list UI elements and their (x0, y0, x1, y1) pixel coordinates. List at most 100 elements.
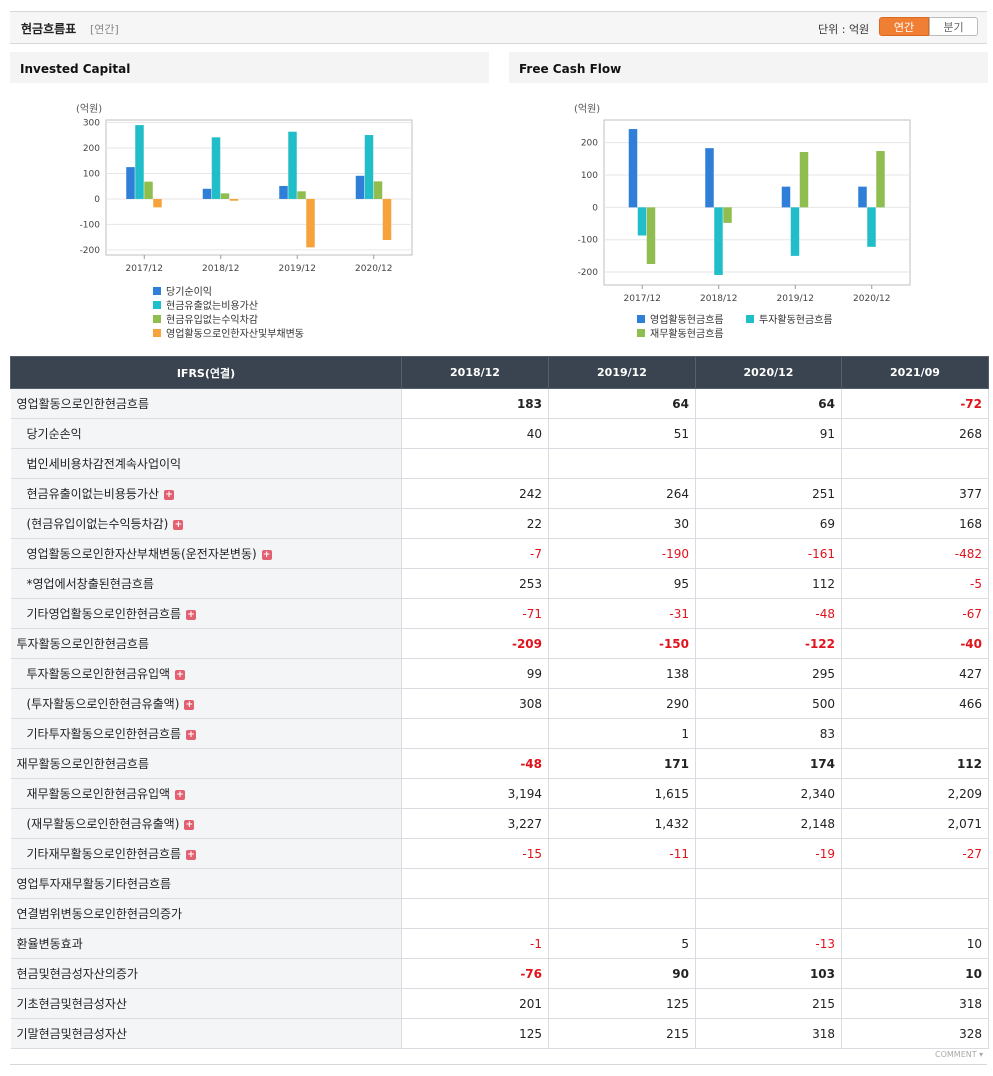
row-label-cell[interactable]: 기타투자활동으로인한현금흐름 + (10, 718, 402, 749)
value-cell: 171 (548, 748, 696, 779)
y-tick-label: 300 (83, 119, 100, 129)
row-label: 연결범위변동으로인한현금의증가 (16, 907, 183, 921)
bar (382, 198, 392, 240)
row-label-cell[interactable]: 현금유출이없는비용등가산 + (10, 478, 402, 509)
value-cell: -48 (695, 598, 842, 629)
value-cell: 308 (401, 688, 549, 719)
row-label-cell[interactable]: 영업활동으로인한자산부채변동(운전자본변동) + (10, 538, 402, 569)
table-row: 현금유출이없는비용등가산 +242 264 251 377 (10, 478, 989, 509)
value-cell: 95 (548, 568, 696, 599)
expand-plus-icon[interactable]: + (186, 729, 197, 740)
value-cell: -48 (401, 748, 549, 779)
table-row: 영업활동으로인한현금흐름 183 64 64 -72 (10, 388, 989, 419)
row-label: 재무활동으로인한현금유입액 (26, 787, 171, 801)
row-label: 기타재무활동으로인한현금흐름 (26, 847, 182, 861)
value-cell: 328 (841, 1018, 989, 1049)
x-tick-label: 2017/12 (126, 264, 163, 274)
expand-plus-icon[interactable]: + (186, 849, 197, 860)
table-row: 현금및현금성자산의증가 -76 90 103 10 (10, 958, 989, 989)
value-cell: 69 (695, 508, 842, 539)
expand-plus-icon[interactable]: + (184, 819, 195, 830)
row-label-cell[interactable]: 기타재무활동으로인한현금흐름 + (10, 838, 402, 869)
value-cell: -71 (401, 598, 549, 629)
bar (790, 207, 800, 256)
value-cell: 290 (548, 688, 696, 719)
table-header-row: IFRS(연결) 2018/12 2019/12 2020/12 2021/09 (10, 356, 989, 389)
value-cell: 40 (401, 418, 549, 449)
value-cell: 10 (841, 958, 989, 989)
value-cell: 295 (695, 658, 842, 689)
invested-capital-header: Invested Capital (10, 52, 489, 83)
legend-swatch (153, 315, 161, 323)
table-row: (투자활동으로인한현금유출액) +308 290 500 466 (10, 688, 989, 719)
expand-plus-icon[interactable]: + (261, 549, 272, 560)
table-row: 기타영업활동으로인한현금흐름 + -71 -31 -48 -67 (10, 598, 989, 629)
quarter-tab-button[interactable]: 분기 (929, 17, 978, 36)
value-cell: 2,148 (695, 808, 842, 839)
row-label-cell: 기말현금및현금성자산 (10, 1018, 402, 1049)
value-cell: -19 (695, 838, 842, 869)
row-label-cell[interactable]: (투자활동으로인한현금유출액) + (10, 688, 402, 719)
value-cell: -72 (841, 388, 989, 419)
y-tick-label: 200 (581, 139, 598, 149)
y-tick-label: 100 (83, 169, 100, 179)
value-cell: 30 (548, 508, 696, 539)
row-label: 기말현금및현금성자산 (16, 1027, 127, 1041)
value-cell: 5 (548, 928, 696, 959)
legend-label: 현금유입없는수익차감 (166, 313, 258, 326)
y-tick-label: -200 (578, 268, 599, 278)
bar (288, 131, 297, 199)
cashflow-table: IFRS(연결) 2018/12 2019/12 2020/12 2021/09… (10, 356, 989, 1049)
y-tick-label: 100 (581, 171, 598, 181)
bar (229, 198, 239, 201)
bar (705, 148, 714, 208)
value-cell: -5 (841, 568, 989, 599)
comment-toggle[interactable]: COMMENT ▾ (935, 1050, 984, 1059)
value-cell: 99 (401, 658, 549, 689)
expand-plus-icon[interactable]: + (163, 489, 174, 500)
value-cell: -76 (401, 958, 549, 989)
annual-tab-button[interactable]: 연간 (879, 17, 929, 36)
row-label-cell: 기초현금및현금성자산 (10, 988, 402, 1019)
row-label-cell[interactable]: 투자활동으로인한현금유입액 + (10, 658, 402, 689)
value-cell: 318 (695, 1018, 842, 1049)
value-cell (695, 898, 842, 929)
row-label-cell: 연결범위변동으로인한현금의증가 (10, 898, 402, 929)
row-label-cell: 투자활동으로인한현금흐름 (10, 628, 402, 659)
y-tick-label: 0 (592, 203, 598, 213)
value-cell: 253 (401, 568, 549, 599)
expand-plus-icon[interactable]: + (186, 609, 197, 620)
value-cell (401, 868, 549, 899)
expand-plus-icon[interactable]: + (175, 789, 186, 800)
value-cell: 1 (548, 718, 696, 749)
row-label: 영업투자재무활동기타현금흐름 (16, 877, 172, 891)
row-label: (재무활동으로인한현금유출액) (26, 817, 180, 831)
value-cell: 3,194 (401, 778, 549, 809)
free-cash-flow-chart: (억원) 200 100 0 -100 -200 2017/12 2018/12 2019/12… (574, 103, 911, 340)
row-label-cell[interactable]: (재무활동으로인한현금유출액) + (10, 808, 402, 839)
bar (220, 193, 230, 199)
row-label-cell[interactable]: (현금유입이없는수익등차감) + (10, 508, 402, 539)
expand-plus-icon[interactable]: + (175, 669, 186, 680)
table-row: (재무활동으로인한현금유출액) +3,227 1,432 2,148 2,071 (10, 808, 989, 839)
row-label: 투자활동으로인한현금흐름 (16, 637, 149, 651)
bar (637, 207, 647, 236)
expand-plus-icon[interactable]: + (184, 699, 195, 710)
legend-label: 영업활동으로인한자산및부채변동 (166, 327, 304, 340)
row-label: 기초현금및현금성자산 (16, 997, 127, 1011)
invested-capital-title: Invested Capital (20, 62, 131, 76)
value-cell: -11 (548, 838, 696, 869)
value-cell: 201 (401, 988, 549, 1019)
x-tick-label: 2020/12 (853, 294, 890, 304)
row-label: 기타영업활동으로인한현금흐름 (26, 607, 182, 621)
table-row: 투자활동으로인한현금흐름 -209 -150 -122 -40 (10, 628, 989, 659)
row-label: 영업활동으로인한현금흐름 (16, 397, 149, 411)
table-row: *영업에서창출된현금흐름 253 95 112 -5 (10, 568, 989, 599)
value-cell: 103 (695, 958, 842, 989)
table-row: 기초현금및현금성자산 201 125 215 318 (10, 988, 989, 1019)
legend-label: 현금유출없는비용가산 (166, 299, 258, 312)
row-label-cell[interactable]: 재무활동으로인한현금유입액 + (10, 778, 402, 809)
expand-plus-icon[interactable]: + (173, 519, 184, 530)
row-label-cell[interactable]: 기타영업활동으로인한현금흐름 + (10, 598, 402, 629)
value-cell: 3,227 (401, 808, 549, 839)
